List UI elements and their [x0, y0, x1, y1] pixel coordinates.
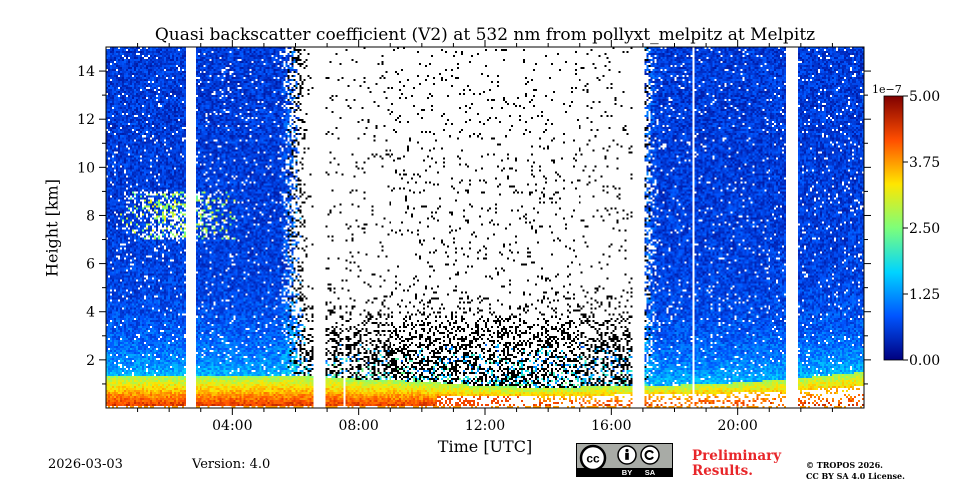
x-tick-label: 04:00 — [212, 418, 252, 434]
y-axis-label: Height [km] — [42, 179, 62, 277]
colorbar-exponent: 1e−7 — [872, 83, 902, 96]
y-axis: 2 4 6 8 10 12 14 — [77, 64, 871, 385]
copyright-line-2: CC BY SA 4.0 License. — [806, 471, 905, 481]
x-tick-label: 16:00 — [591, 418, 631, 434]
y-tick-label: 10 — [77, 160, 95, 176]
y-tick-label: 2 — [86, 353, 95, 369]
share-alike-icon — [640, 445, 660, 465]
version-label: Version: 4.0 — [192, 457, 271, 472]
copyright-line-1: © TROPOS 2026. — [806, 460, 883, 470]
colorbar-ticks: 0.00 1.25 2.50 3.75 5.00 — [903, 89, 940, 369]
preliminary-line-2: Results. — [692, 463, 753, 479]
cc-by-sa-badge: cc BY SA — [576, 443, 673, 477]
colorbar — [883, 95, 904, 361]
colorbar-tick-label: 5.00 — [909, 89, 940, 105]
y-tick-label: 14 — [77, 64, 95, 80]
y-tick-label: 6 — [86, 257, 95, 273]
cc-logo-text: cc — [586, 452, 600, 466]
measurement-date: 2026-03-03 — [48, 457, 123, 472]
x-tick-label: 20:00 — [717, 418, 757, 434]
cc-logo-icon — [579, 444, 607, 472]
colorbar-tick-label: 3.75 — [909, 155, 940, 171]
badge-by-label: BY — [622, 468, 632, 477]
y-tick-label: 8 — [86, 208, 95, 224]
badge-sa-label: SA — [645, 468, 656, 477]
x-axis-label: Time [UTC] — [437, 437, 533, 456]
preliminary-line-1: Preliminary — [692, 448, 782, 464]
y-tick-label: 4 — [86, 305, 95, 321]
colorbar-tick-label: 2.50 — [909, 221, 940, 237]
backscatter-heatmap — [106, 47, 864, 408]
x-axis: 04:00 08:00 12:00 16:00 20:00 — [137, 40, 833, 434]
colorbar-tick-label: 1.25 — [909, 287, 940, 303]
copyright-notice: © TROPOS 2026. CC BY SA 4.0 License. — [806, 460, 905, 482]
y-tick-label: 12 — [77, 112, 95, 128]
preliminary-notice: Preliminary Results. — [692, 449, 781, 479]
x-tick-label: 08:00 — [338, 418, 378, 434]
x-tick-label: 12:00 — [465, 418, 505, 434]
colorbar-tick-label: 0.00 — [909, 353, 940, 369]
chart-title: Quasi backscatter coefficient (V2) at 53… — [154, 25, 816, 45]
